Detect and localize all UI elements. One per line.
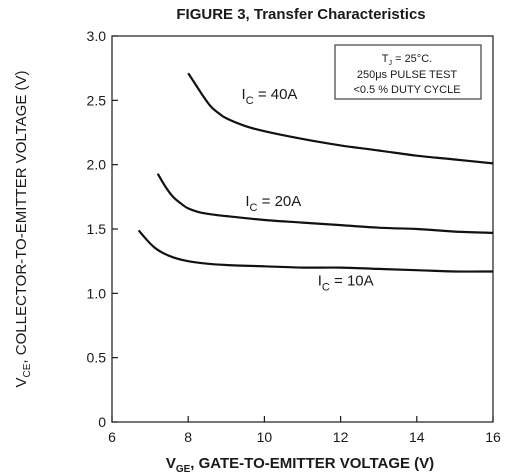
y-tick-label: 0.5 — [87, 350, 107, 366]
x-axis-label: VGE, GATE-TO-EMITTER VOLTAGE (V) — [166, 455, 434, 475]
curve-ic-20a — [156, 173, 494, 234]
y-tick-label: 0 — [98, 414, 106, 430]
y-tick-label: 2.0 — [87, 157, 107, 173]
y-axis-ticks: 0 0.5 1.0 1.5 2.0 2.5 3.0 — [87, 28, 118, 430]
y-axis-label: VCE, COLLECTOR-TO-EMITTER VOLTAGE (V) — [13, 70, 33, 387]
label-ic-40a: IC = 40A — [242, 86, 298, 107]
series-labels: IC = 40A IC = 20A IC = 10A — [242, 86, 374, 294]
x-tick-label: 8 — [184, 429, 192, 445]
curve-ic-40a — [187, 72, 494, 165]
x-tick-label: 10 — [257, 429, 273, 445]
curve-ic-10a — [137, 229, 494, 273]
y-tick-label: 3.0 — [87, 28, 107, 44]
x-axis-ticks: 6 8 10 12 14 16 — [108, 416, 501, 445]
label-ic-10a: IC = 10A — [318, 273, 374, 294]
y-tick-label: 1.0 — [87, 285, 107, 301]
x-tick-label: 12 — [333, 429, 349, 445]
test-conditions-frame — [334, 44, 482, 100]
series-curves — [137, 72, 494, 273]
y-tick-label: 2.5 — [87, 92, 107, 108]
x-tick-label: 14 — [409, 429, 425, 445]
test-condition-duty-cycle: <0.5 % DUTY CYCLE — [353, 84, 460, 96]
test-condition-pulse: 250μs PULSE TEST — [357, 69, 458, 81]
x-tick-label: 6 — [108, 429, 116, 445]
x-tick-label: 16 — [485, 429, 501, 445]
y-tick-label: 1.5 — [87, 221, 107, 237]
chart-title: FIGURE 3, Transfer Characteristics — [176, 6, 425, 23]
label-ic-20a: IC = 20A — [245, 193, 301, 214]
test-condition-temperature: TJ = 25°C. — [382, 53, 432, 67]
test-conditions-box: TJ = 25°C. 250μs PULSE TEST <0.5 % DUTY … — [334, 44, 482, 100]
